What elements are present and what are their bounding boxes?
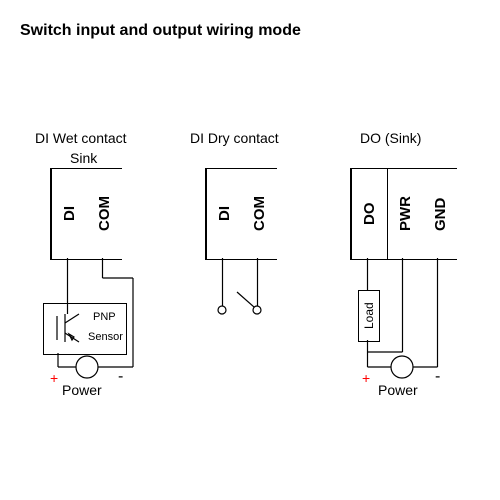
sink-terminal-block: DO PWR GND — [350, 168, 457, 260]
wet-terminal-di: DI — [51, 169, 87, 259]
main-title: Switch input and output wiring mode — [20, 22, 301, 40]
dry-title: DI Dry contact — [190, 130, 279, 146]
wet-power-label: Power — [62, 382, 102, 398]
wet-terminal-block: DI COM — [50, 168, 122, 260]
dry-terminal-com: COM — [242, 169, 277, 259]
wet-sensor-label-1: PNP — [93, 311, 116, 323]
diagram-canvas: Switch input and output wiring mode DI W… — [0, 0, 500, 500]
wet-sensor-label-2: Sensor — [88, 331, 123, 343]
sink-minus-symbol: - — [435, 368, 440, 386]
dry-terminal-block: DI COM — [205, 168, 277, 260]
wet-minus-symbol: - — [118, 368, 123, 386]
sink-title: DO (Sink) — [360, 130, 421, 146]
sink-load-box: Load — [358, 290, 380, 342]
sink-terminal-pwr: PWR — [387, 169, 423, 259]
wet-subtitle: Sink — [70, 150, 97, 166]
sink-power-label: Power — [378, 382, 418, 398]
sink-terminal-gnd: GND — [423, 169, 458, 259]
dry-terminal-di: DI — [206, 169, 242, 259]
wet-terminal-com: COM — [87, 169, 122, 259]
sink-terminal-do: DO — [351, 169, 387, 259]
sink-plus-symbol: + — [362, 370, 370, 386]
wet-plus-symbol: + — [50, 370, 58, 386]
wet-title: DI Wet contact — [35, 130, 127, 146]
